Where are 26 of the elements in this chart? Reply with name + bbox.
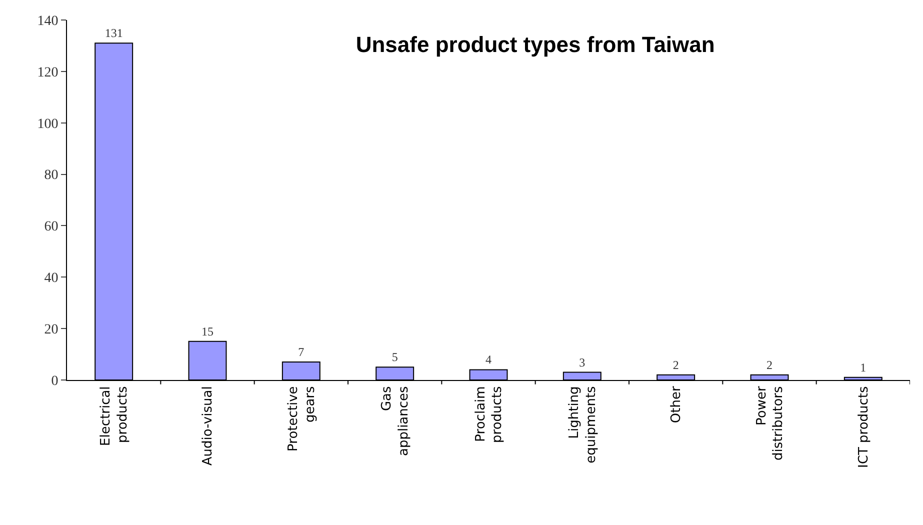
x-tick-label: Other — [669, 386, 684, 424]
data-label: 3 — [579, 355, 586, 370]
data-label: 1 — [860, 360, 866, 374]
data-label: 5 — [392, 350, 398, 364]
x-tick-label: Power distributors — [754, 386, 786, 461]
text: Unsafe product types from Taiwan — [356, 32, 715, 58]
x-tick-label: ICT products — [856, 386, 872, 468]
x-tick-label: Gas appliances — [380, 386, 412, 456]
data-label: 2 — [766, 358, 772, 372]
y-tick-label: 80 — [44, 168, 58, 184]
x-tick-label: Protective gears — [286, 386, 318, 452]
x-tick-label: Audio-visual — [200, 386, 216, 466]
y-tick-label: 20 — [44, 322, 58, 338]
y-tick-label: 60 — [44, 220, 58, 235]
data-label: 2 — [672, 358, 679, 372]
data-label: 131 — [104, 26, 123, 40]
y-tick-label: 0 — [51, 374, 58, 389]
data-label: 15 — [202, 324, 214, 338]
y-tick-label: 120 — [37, 65, 58, 80]
y-tick-label: 140 — [37, 14, 58, 29]
y-tick-label: 40 — [44, 271, 58, 286]
data-label: 7 — [298, 345, 304, 359]
x-tick-label: Electrical products — [98, 386, 131, 446]
data-label: 4 — [486, 352, 492, 367]
x-tick-label: Proclaim products — [473, 386, 506, 443]
y-tick-label: 100 — [37, 116, 58, 132]
